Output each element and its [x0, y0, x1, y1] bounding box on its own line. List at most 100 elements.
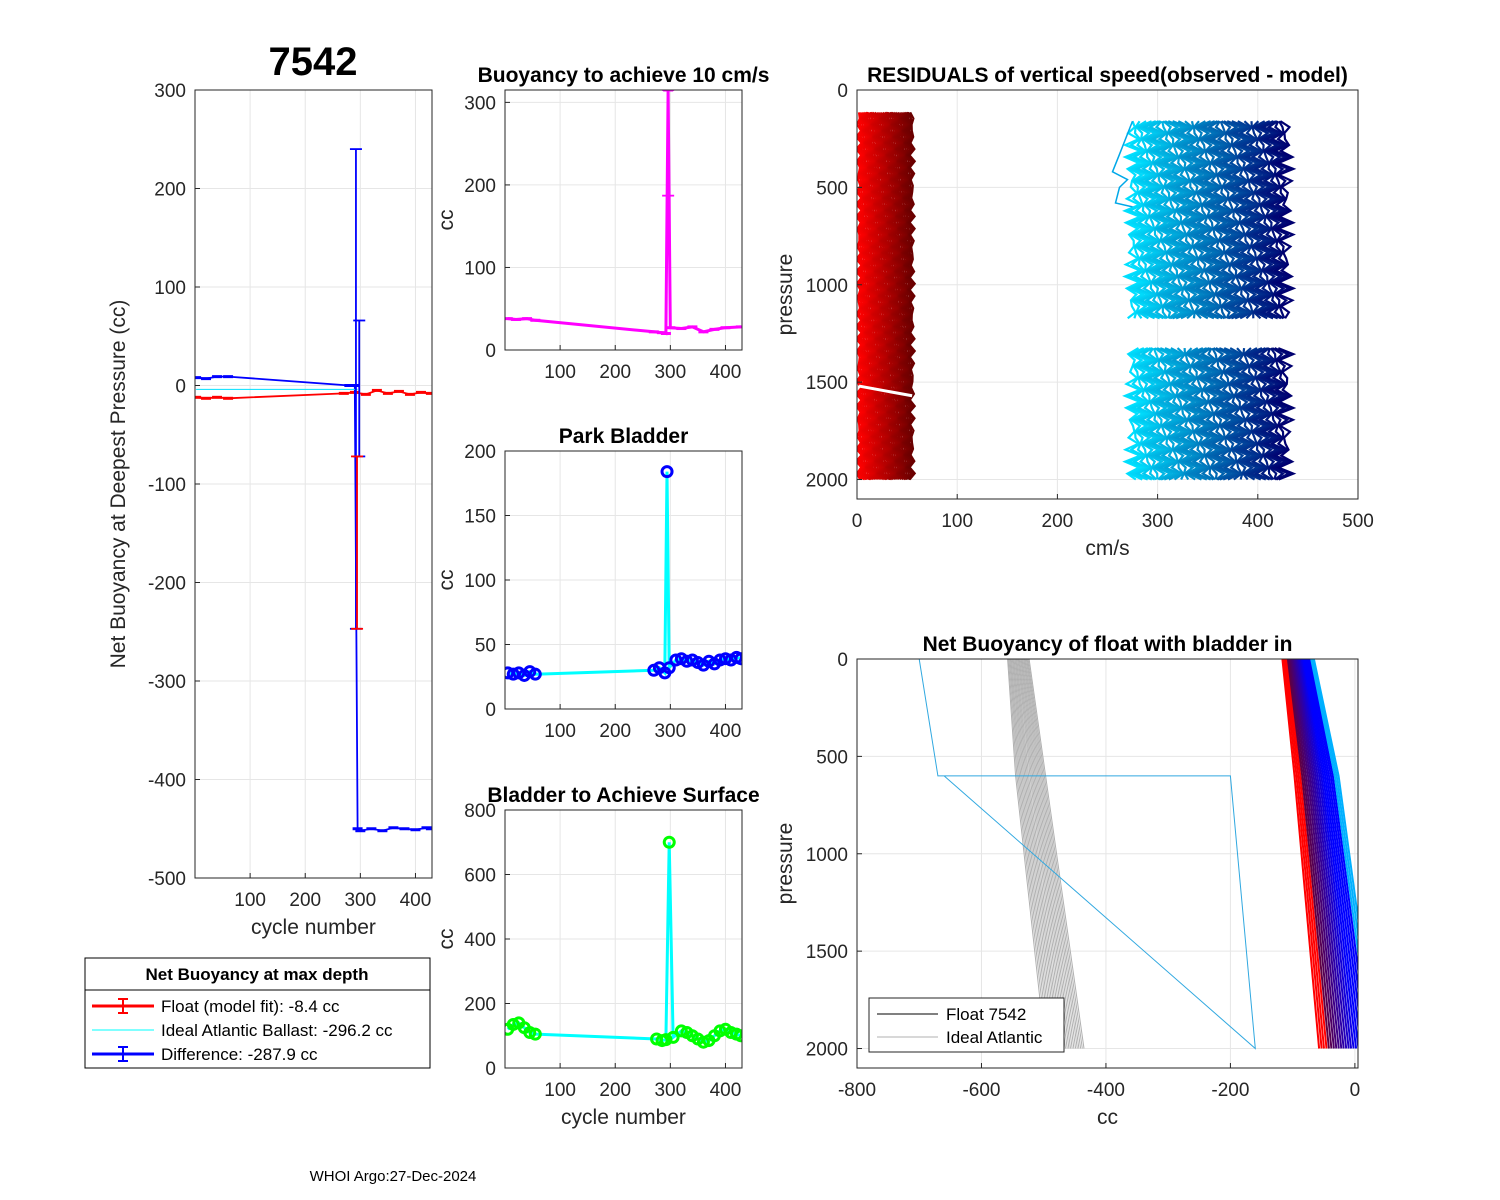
ytick-label-1: -400 [148, 771, 186, 792]
ytick-label-4: 800 [464, 801, 496, 822]
profile-2-11 [1296, 659, 1348, 1049]
residual-trace-1-18-upper [1192, 120, 1214, 320]
panel-net-buoyancy-deepest: 100 200 300 400 -500 -400 -300 -200 -100 0 100 200 3… [107, 81, 433, 939]
residual-trace-1-24-upper [1216, 120, 1238, 319]
residual-trace-0-19 [880, 111, 889, 481]
xtick-label-3: 400 [710, 721, 742, 742]
plot-area [505, 90, 742, 336]
residual-trace-1-3-upper [1133, 120, 1155, 320]
residual-trace-1-15-lower [1181, 347, 1202, 481]
ytick-label-0: -500 [148, 869, 186, 890]
residual-trace-1-2-lower [1129, 347, 1151, 481]
residual-trace-1-29-upper [1236, 120, 1258, 320]
residual-trace-0-4 [860, 111, 869, 481]
legend-netbuoy: Float 7542 Ideal Atlantic [868, 997, 1065, 1053]
profile-2-8 [1292, 659, 1340, 1049]
panel-residuals: 0 100 200 300 400 500 0 500 1000 1500 2000 RESIDUAL… [774, 64, 1374, 560]
residual-trace-1-15-upper [1180, 120, 1203, 320]
xtick-label-5: 500 [1342, 511, 1374, 532]
residual-trace-1-14-upper [1177, 120, 1199, 320]
xtick-label-3: 400 [710, 1080, 742, 1101]
ytick-label-3: 300 [464, 93, 496, 114]
residual-gap-line [858, 384, 913, 398]
residual-trace-1-21-upper [1204, 120, 1226, 320]
y-axis-label: pressure [774, 254, 797, 336]
series-0-point-5 [528, 667, 542, 681]
ytick-label-0: 0 [837, 650, 848, 671]
residual-trace-1-2-upper [1129, 120, 1151, 319]
xtick-label-4: 400 [1242, 511, 1274, 532]
xtick-label-1: 200 [599, 362, 631, 383]
axes-title: Buoyancy to achieve 10 cm/s [478, 64, 770, 87]
residual-trace-1-10-upper [1161, 120, 1183, 320]
residual-trace-0-18 [879, 111, 888, 481]
ytick-label-3: 1500 [806, 373, 848, 394]
residual-trace-1-22-upper [1208, 120, 1230, 320]
profile-2-3 [1285, 659, 1328, 1049]
residual-trace-1-31-lower [1243, 347, 1265, 481]
residual-trace-1-11-lower [1165, 347, 1187, 481]
xtick-label-1: 200 [599, 721, 631, 742]
axes-title: RESIDUALS of vertical speed(observed - m… [867, 64, 1348, 87]
residual-trace-1-1-upper [1125, 120, 1148, 319]
ytick-label-1: 100 [464, 258, 496, 279]
legend-item-1-label: Ideal Atlantic Ballast: -296.2 cc [161, 1021, 393, 1040]
xtick-label-1: -600 [962, 1080, 1000, 1101]
ytick-label-0: 0 [485, 341, 496, 362]
ytick-label-0: 0 [485, 1059, 496, 1080]
ytick-label-1: 50 [475, 636, 496, 657]
xtick-label-1: 100 [941, 511, 973, 532]
residual-trace-1-4-upper [1137, 120, 1159, 320]
residual-trace-0-6 [863, 111, 872, 480]
residual-trace-1-10-lower [1161, 347, 1183, 481]
xtick-label-2: 200 [1042, 511, 1074, 532]
legend-net-buoyancy: Net Buoyancy at max depth Float (model f… [84, 957, 431, 1069]
residual-trace-0-35 [902, 111, 911, 480]
residual-trace-0-36 [903, 111, 913, 480]
residual-trace-1-16-lower [1184, 347, 1206, 481]
residual-trace-0-8 [865, 112, 874, 481]
panel-buoyancy-10cms: 100 200 300 400 0 100 200 300 Buoyancy to achiev… [435, 64, 769, 383]
legend-netbuoy-item-0-label: Float 7542 [946, 1005, 1026, 1024]
residual-trace-1-19-upper [1196, 120, 1218, 320]
residual-trace-0-7 [864, 112, 873, 480]
residual-trace-1-27-lower [1228, 347, 1250, 481]
axes-title: Park Bladder [559, 425, 689, 448]
residual-trace-1-31-upper [1243, 120, 1265, 319]
xtick-label-2: 300 [654, 362, 686, 383]
xtick-label-0: 0 [852, 511, 863, 532]
residual-trace-1-32-upper [1247, 120, 1269, 320]
residual-trace-1-6-upper [1145, 120, 1167, 320]
residual-trace-1-33-upper [1251, 120, 1273, 320]
residual-trace-1-12-upper [1169, 120, 1191, 320]
xtick-label-2: 300 [654, 721, 686, 742]
x-axis-label: cycle number [251, 916, 376, 939]
ytick-label-6: 100 [154, 278, 186, 299]
series-0-point-8 [659, 1033, 673, 1047]
residual-trace-0-37 [905, 112, 914, 480]
xtick-label-3: 400 [400, 890, 432, 911]
xtick-label-0: 100 [544, 362, 576, 383]
profile-2-22 [1311, 659, 1358, 943]
ytick-label-4: 200 [464, 442, 496, 463]
xtick-label-2: 300 [344, 890, 376, 911]
ytick-label-2: 1000 [806, 845, 848, 866]
xtick-label-3: 400 [710, 362, 742, 383]
residual-trace-0-38 [906, 112, 915, 481]
profile-2-18 [1306, 659, 1358, 1014]
main-title: 7542 [269, 40, 358, 84]
profile-2-12 [1297, 659, 1350, 1049]
xtick-label-1: 200 [289, 890, 321, 911]
ytick-label-1: 500 [816, 178, 848, 199]
residual-trace-0-33 [899, 111, 909, 481]
residual-trace-1-30-upper [1239, 121, 1262, 320]
ytick-label-8: 300 [154, 81, 186, 102]
residual-trace-1-32-lower [1247, 347, 1269, 481]
residual-trace-0-22 [884, 112, 894, 480]
profile-2-14 [1300, 659, 1355, 1049]
profile-2-16 [1303, 659, 1358, 1049]
residual-trace-1-13-upper [1173, 120, 1195, 320]
profile-2-15 [1302, 659, 1358, 1049]
